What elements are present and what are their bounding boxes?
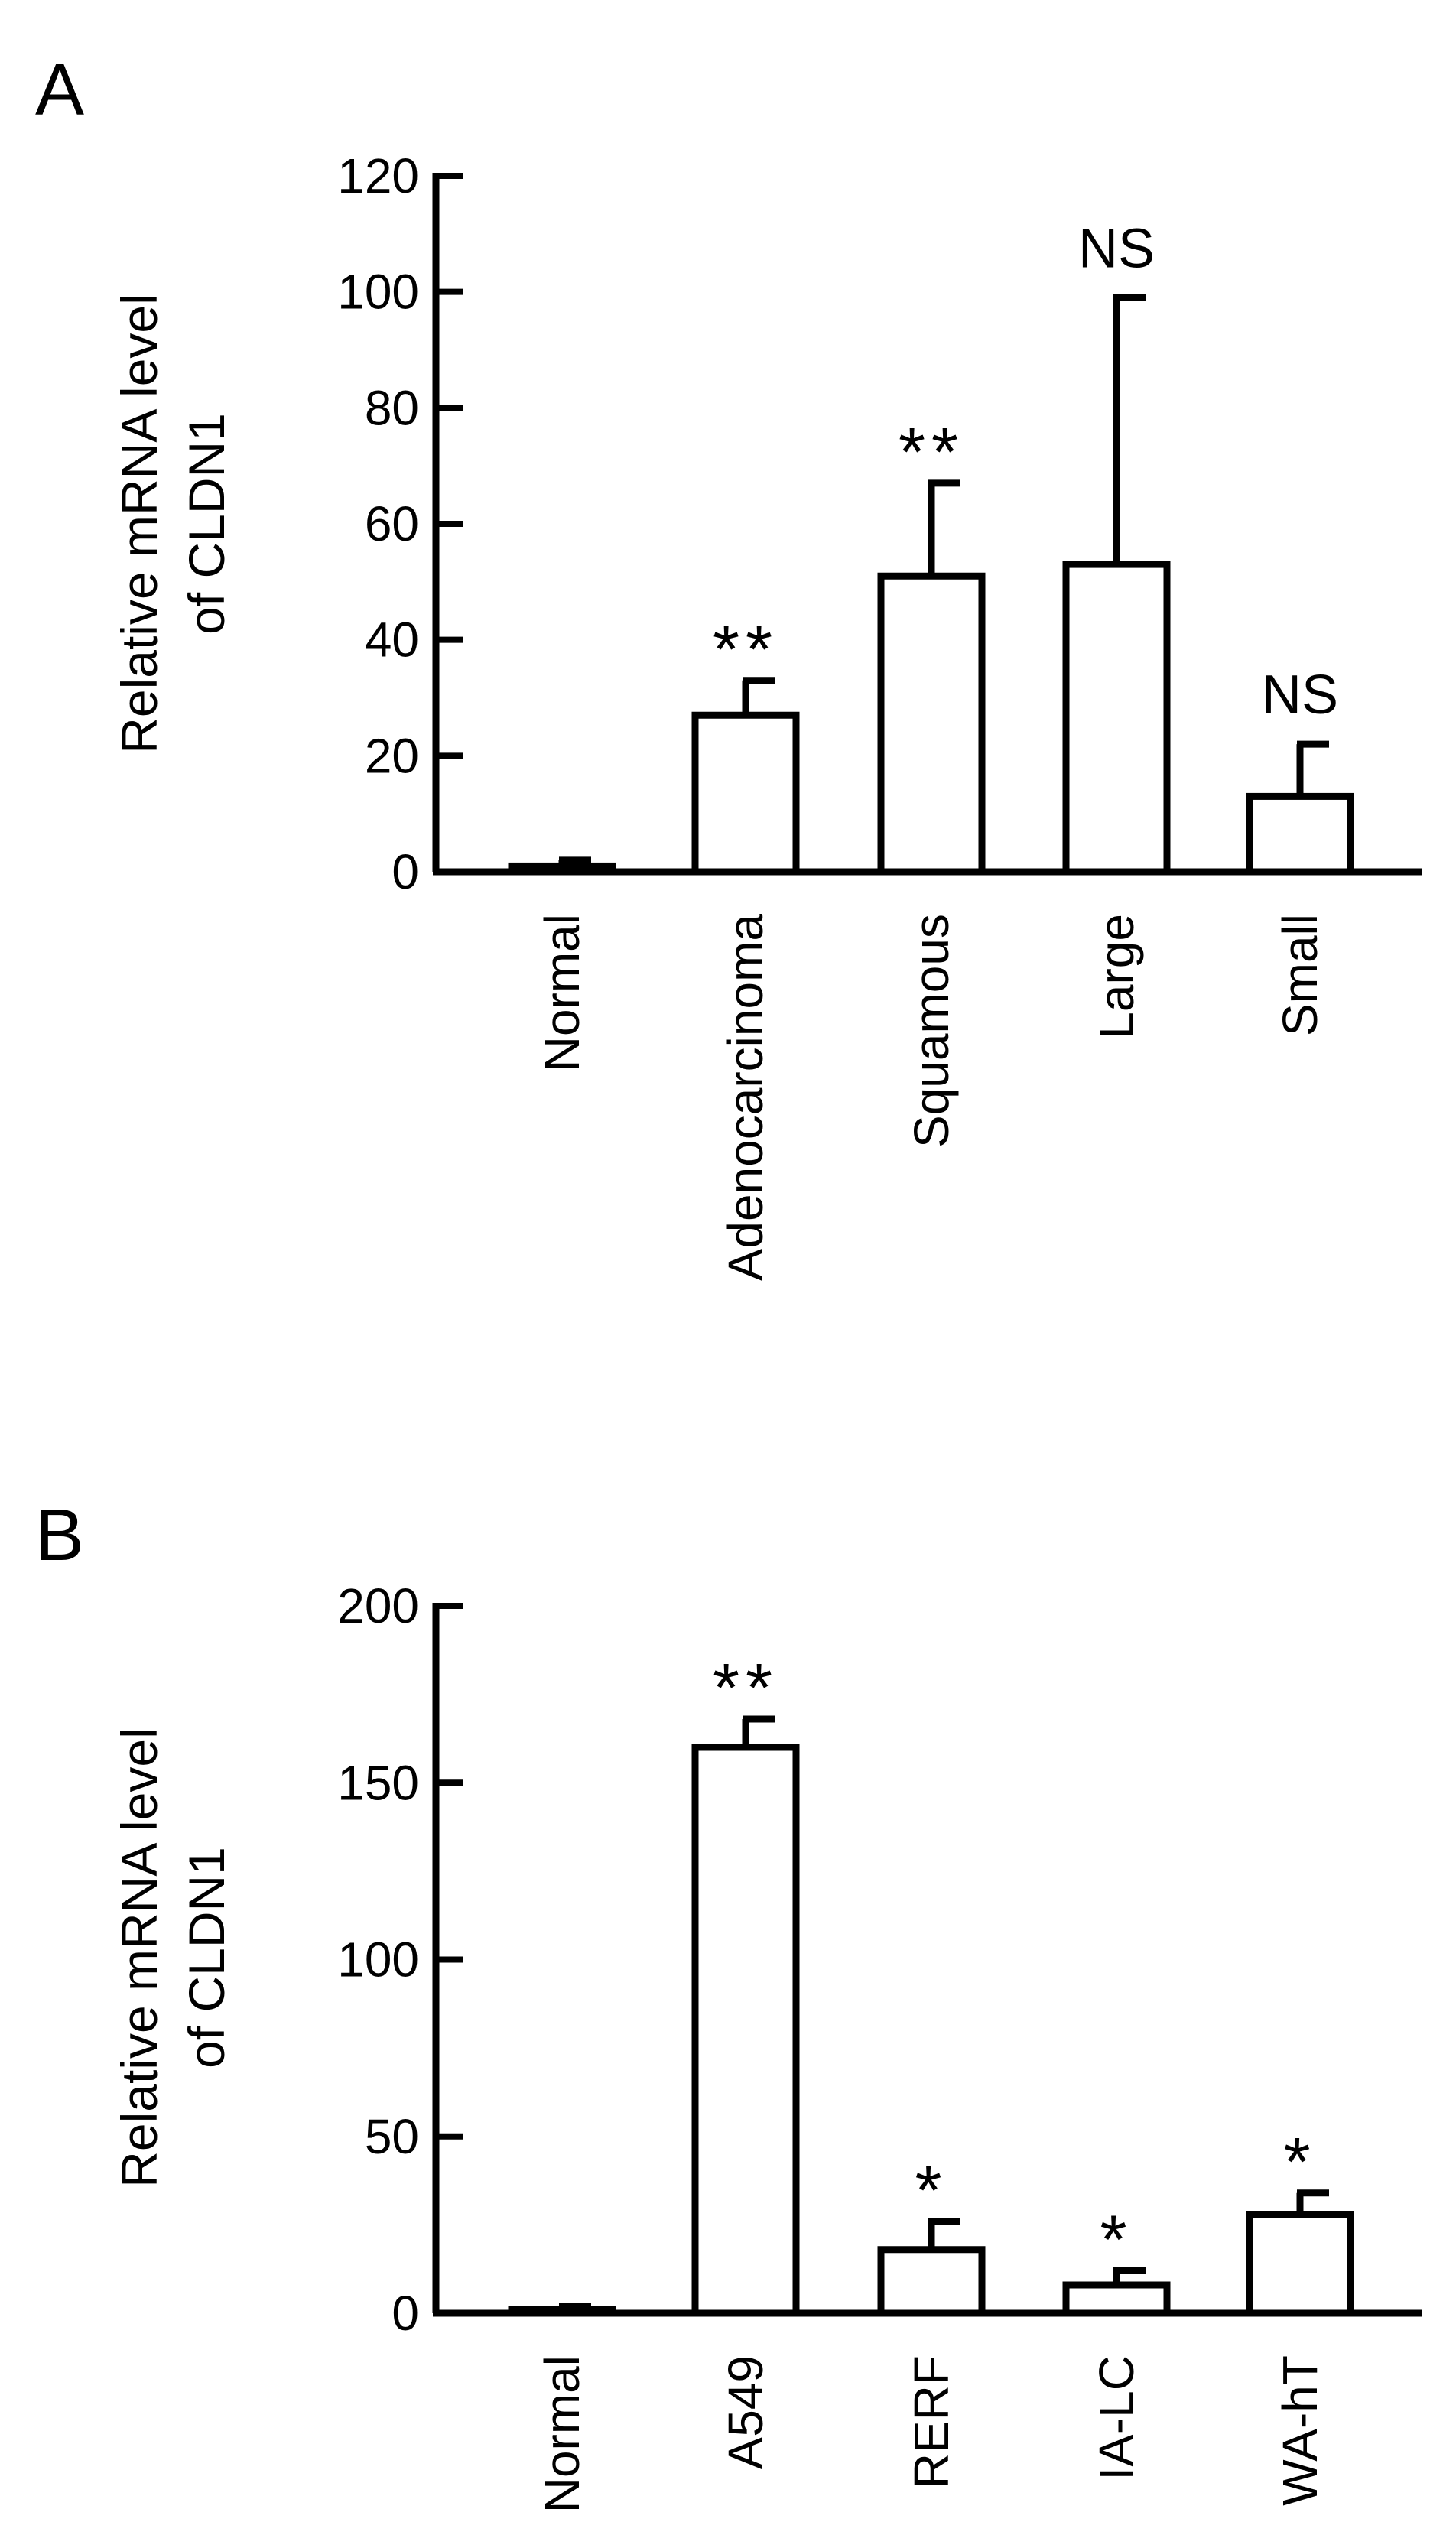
y-tick-label: 100 [337, 265, 419, 320]
y-tick-label: 20 [365, 728, 419, 783]
y-axis-label: Relative mRNA level [111, 294, 167, 754]
category-label: Small [1272, 914, 1328, 1036]
category-label: WA-hT [1272, 2355, 1328, 2506]
category-label: Normal [535, 2355, 590, 2513]
bar-chart-a: 0 20 40 60 80 100 120 Relative mRNA level of CLD… [111, 148, 1422, 1281]
y-axis-label: of CLDN1 [178, 1847, 235, 2069]
category-label: Large [1089, 914, 1144, 1039]
significance-label: * [915, 2153, 947, 2229]
category-label: Squamous [904, 914, 959, 1148]
panel-letter-a: A [35, 49, 84, 131]
significance-label: NS [1078, 218, 1155, 279]
category-label: RERF [904, 2355, 959, 2488]
y-tick-label: 200 [337, 1578, 419, 1633]
bar [1246, 792, 1354, 876]
significance-label: ** [899, 414, 964, 491]
significance-label: NS [1262, 665, 1338, 726]
y-tick-label: 40 [365, 613, 419, 668]
bar [877, 572, 986, 876]
bar [508, 2306, 616, 2317]
y-tick-label: 80 [365, 380, 419, 435]
bar [508, 862, 616, 876]
y-tick-label: 60 [365, 496, 419, 551]
category-label: Adenocarcinoma [718, 914, 773, 1282]
bar [1062, 2281, 1171, 2317]
panel-letter-b: B [35, 1494, 84, 1576]
y-tick-label: 0 [392, 2286, 419, 2341]
y-tick-label: 0 [392, 844, 419, 899]
y-tick-label: 100 [337, 1932, 419, 1987]
significance-label: ** [713, 1650, 778, 1727]
bar [1062, 561, 1171, 876]
bar-chart-b: 0 50 100 150 200 Relative mRNA level of CLDN1 N… [111, 1578, 1422, 2513]
bar [691, 1744, 800, 2317]
significance-label: * [1100, 2202, 1133, 2279]
significance-label: * [1283, 2124, 1316, 2201]
y-tick-label: 150 [337, 1755, 419, 1810]
category-label: IA-LC [1089, 2355, 1144, 2481]
category-label: Normal [535, 914, 590, 1071]
significance-label: ** [713, 612, 778, 688]
bar [877, 2246, 986, 2317]
y-axis-label: of CLDN1 [178, 413, 235, 635]
y-axis-label: Relative mRNA level [111, 1727, 167, 2188]
y-tick-label: 50 [365, 2109, 419, 2164]
category-label: A549 [718, 2355, 773, 2469]
bar [1246, 2211, 1354, 2317]
bar [691, 711, 800, 876]
y-tick-label: 120 [337, 148, 419, 203]
